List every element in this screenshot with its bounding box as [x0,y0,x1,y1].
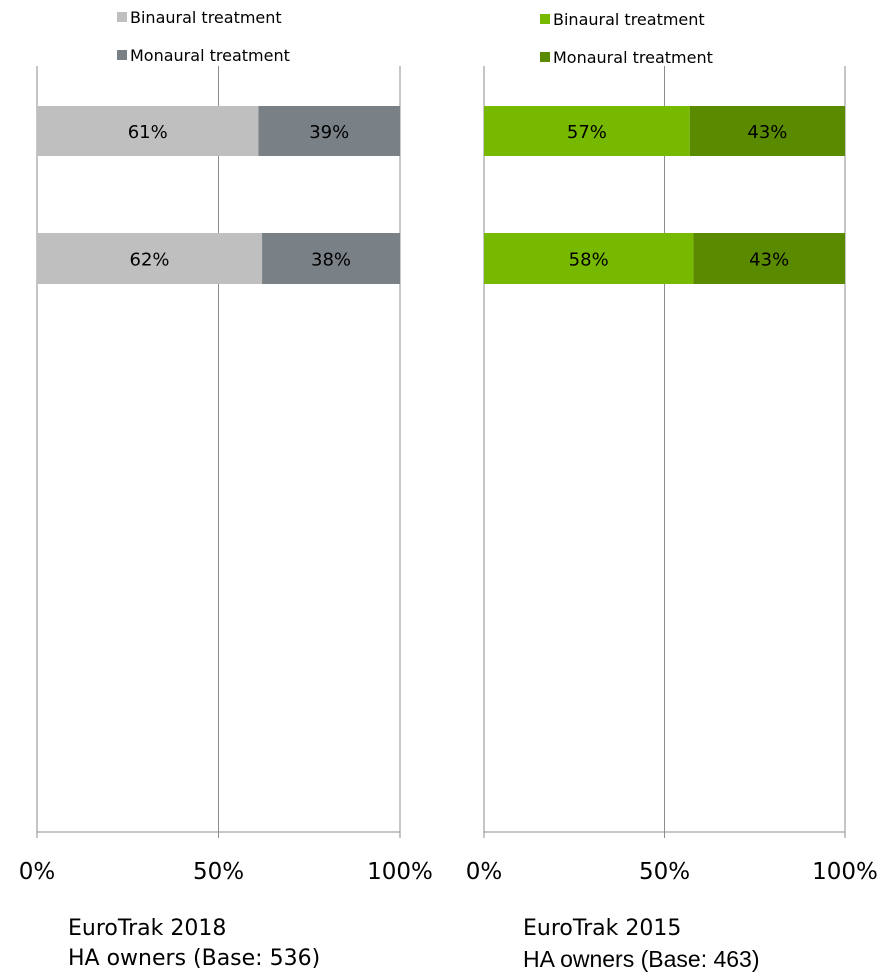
data-label-2018-row1-monaural: 39% [309,122,349,143]
caption-title-2018: EuroTrak 2018 [68,916,227,941]
legend-label: Monaural treatment [553,48,713,67]
legend-item-binaural-2018: Binaural treatment [117,8,282,27]
x-tick-label-2018-2: 100% [367,859,433,885]
legend-swatch-monaural-2018 [117,50,127,60]
caption-base-2018: HA owners (Base: 536) [68,946,321,971]
data-label-2018-row1-binaural: 61% [128,122,168,143]
bar-2018-row2-binaural [37,233,263,284]
data-label-2015-row2-monaural: 43% [749,250,789,271]
x-tick-label-2015-0: 0% [466,859,503,885]
bar-2015-row1-binaural [484,106,690,156]
bar-2015-row2-monaural [693,233,845,284]
x-tick-label-2018-1: 50% [193,859,244,885]
data-label-2015-row1-binaural: 57% [567,122,607,143]
data-label-2018-row2-monaural: 38% [311,250,351,271]
legend-swatch-monaural-2015 [540,52,550,62]
x-tick-label-2015-2: 100% [812,859,878,885]
caption-2018: EuroTrak 2018 HA owners (Base: 536) [68,914,320,974]
legend-item-monaural-2015: Monaural treatment [540,48,713,67]
legend-label: Binaural treatment [553,10,705,29]
bar-2018-row1-binaural [37,106,259,156]
caption-title-2015: EuroTrak 2015 [523,916,682,941]
caption-base-2015: HA owners (Base: 463) [523,946,760,972]
legend-item-binaural-2015: Binaural treatment [540,10,705,29]
legend-label: Monaural treatment [130,46,290,65]
legend-swatch-binaural-2015 [540,14,550,24]
data-label-2015-row1-monaural: 43% [747,122,787,143]
legend-item-monaural-2018: Monaural treatment [117,46,290,65]
bar-2015-row1-monaural [689,106,845,156]
legend-label: Binaural treatment [130,8,282,27]
data-label-2015-row2-binaural: 58% [569,250,609,271]
data-label-2018-row2-binaural: 62% [130,250,170,271]
bar-2015-row2-binaural [484,233,694,284]
x-tick-label-2015-1: 50% [639,859,690,885]
legend-swatch-binaural-2018 [117,12,127,22]
bar-2018-row2-monaural [262,233,400,284]
caption-2015: EuroTrak 2015 HA owners (Base: 463) [523,914,760,974]
bar-2018-row1-monaural [258,106,400,156]
x-tick-label-2018-0: 0% [19,859,56,885]
